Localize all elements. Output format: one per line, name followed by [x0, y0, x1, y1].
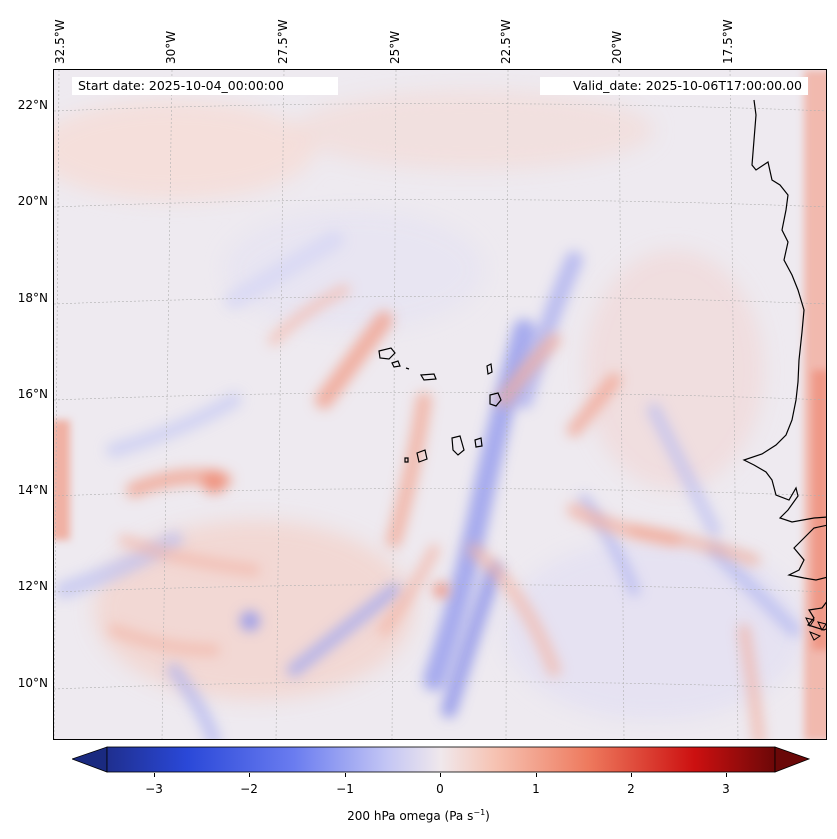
lat-label-10n: 10°N [17, 676, 48, 690]
lon-label-30w: 30°W [164, 30, 178, 64]
lon-label-25w: 25°W [388, 30, 402, 64]
lat-label-12n: 12°N [17, 579, 48, 593]
lat-label-16n: 16°N [17, 387, 48, 401]
colorbar-label: 200 hPa omega (Pa s−1) [0, 808, 837, 823]
lon-label-17-5w: 17.5°W [721, 19, 735, 64]
colorbar-tickmark [249, 773, 250, 777]
lat-label-18n: 18°N [17, 291, 48, 305]
colorbar-tick-label: −2 [240, 782, 258, 796]
colorbar-tickmark [154, 773, 155, 777]
lon-label-27-5w: 27.5°W [276, 19, 290, 64]
colorbar-tick-label: 2 [627, 782, 635, 796]
omega-field [54, 70, 826, 739]
start-date-label: Start date: 2025-10-04_00:00:00 [72, 77, 338, 95]
field-broad-patches [54, 90, 804, 720]
map-panel [53, 69, 827, 740]
island-outlines [378, 347, 502, 463]
colorbar-tickmark [536, 773, 537, 777]
lat-label-20n: 20°N [17, 194, 48, 208]
coastline-africa [742, 99, 826, 631]
colorbar-extend-low [72, 746, 108, 773]
colorbar-tick-label: 3 [722, 782, 730, 796]
colorbar-tick-label: 0 [436, 782, 444, 796]
colorbar-extend-high [774, 746, 810, 773]
colorbar-gradient [106, 746, 776, 773]
colorbar-tickmark [345, 773, 346, 777]
colorbar-tickmark [726, 773, 727, 777]
coastline-bijagos [805, 617, 826, 641]
lon-label-20w: 20°W [610, 30, 624, 64]
colorbar-units: (Pa s−1) [444, 808, 490, 823]
colorbar-tick-label: 1 [532, 782, 540, 796]
lon-label-22-5w: 22.5°W [499, 19, 513, 64]
colorbar-variable: 200 hPa omega [347, 809, 441, 823]
colorbar-tick-label: −3 [145, 782, 163, 796]
valid-date-label: Valid_date: 2025-10-06T17:00:00.00 [540, 77, 808, 95]
colorbar-tickmark [631, 773, 632, 777]
lat-label-22n: 22°N [17, 98, 48, 112]
colorbar [72, 746, 810, 773]
lat-label-14n: 14°N [17, 483, 48, 497]
colorbar-tickmark [440, 773, 441, 777]
lon-label-32-5w: 32.5°W [53, 19, 67, 64]
colorbar-tick-label: −1 [336, 782, 354, 796]
field-positive-filaments [108, 284, 765, 739]
